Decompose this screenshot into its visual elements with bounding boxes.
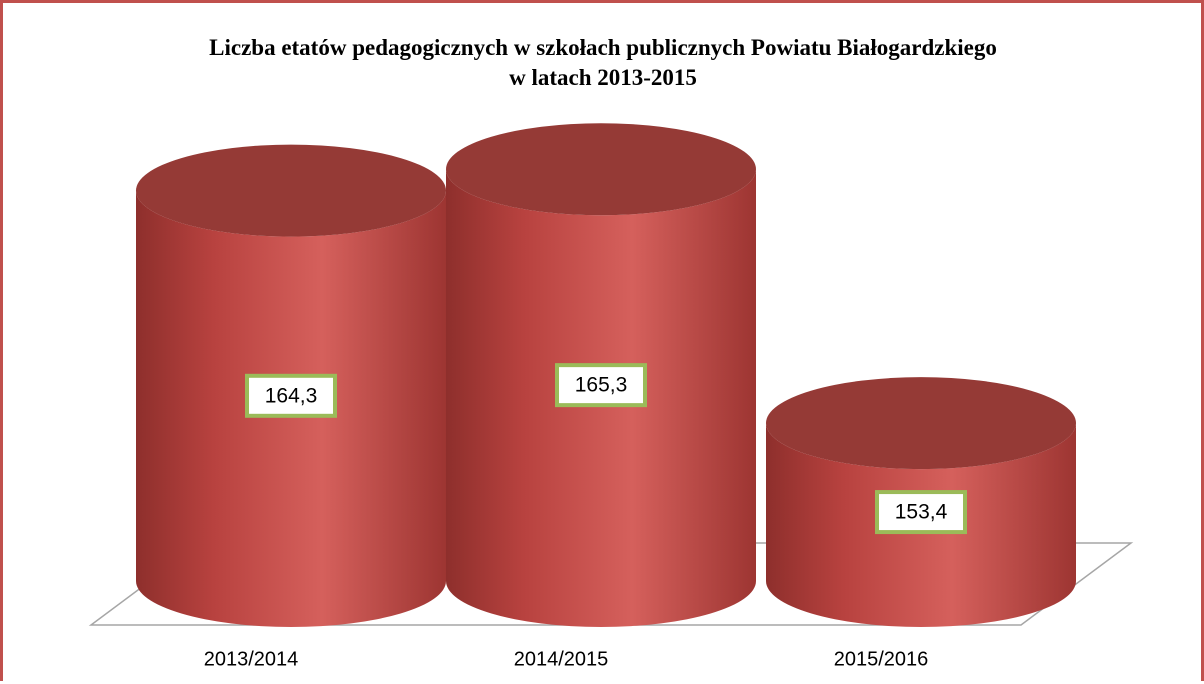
data-label: 164,3: [265, 384, 318, 407]
data-label-box: [245, 373, 337, 418]
data-label: 165,3: [575, 374, 628, 397]
cylinder-top: [136, 144, 446, 237]
x-tick-label: 2014/2015: [514, 648, 609, 670]
data-label-box: [875, 490, 967, 535]
x-tick-label: 2013/2014: [204, 648, 299, 670]
cylinder-top: [766, 377, 1076, 470]
chart-title: Liczba etatów pedagogicznych w szkołach …: [209, 35, 997, 90]
data-label: 153,4: [895, 501, 948, 524]
cylinder-top: [446, 123, 756, 216]
x-tick-label: 2015/2016: [834, 648, 929, 670]
data-label-box: [555, 363, 647, 408]
chart: 164,3 2013/2014 165,3 2014/2015 153,4 2015/20…: [88, 123, 1134, 670]
